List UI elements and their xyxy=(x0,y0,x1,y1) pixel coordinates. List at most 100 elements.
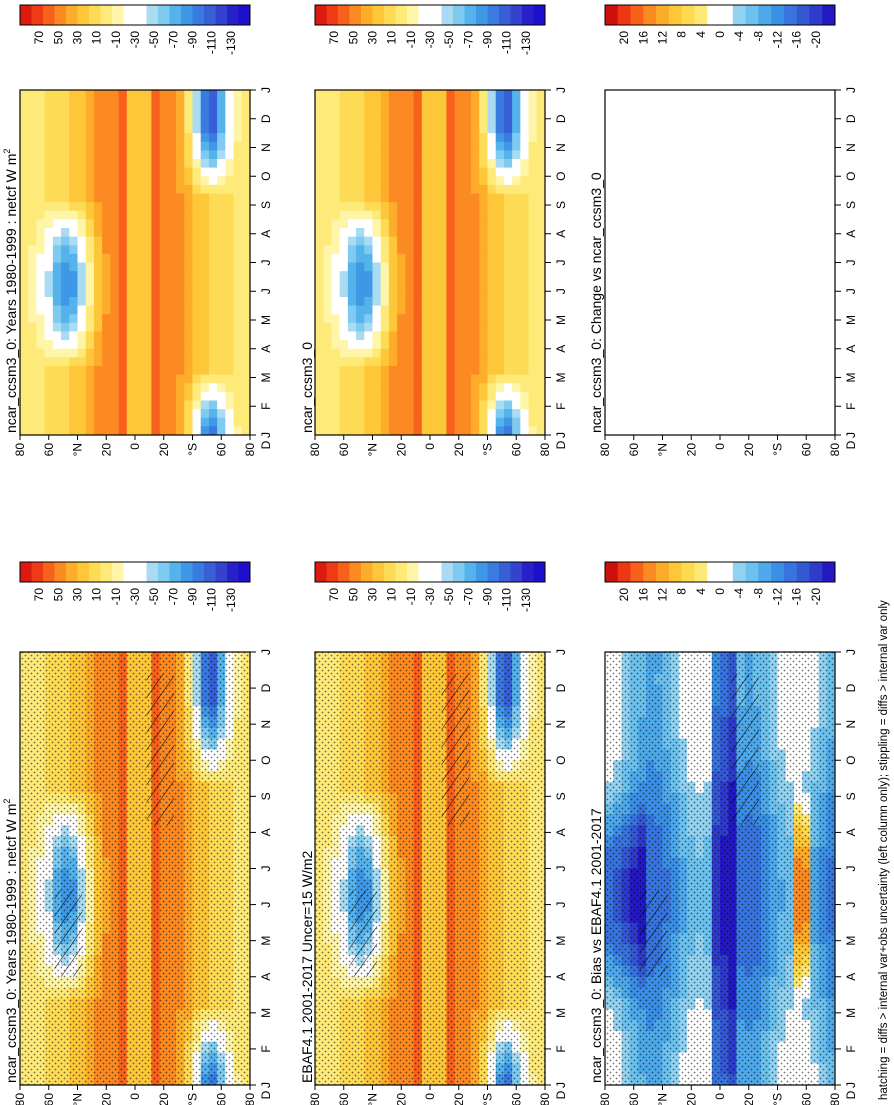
field-cell xyxy=(323,271,332,281)
field-cell xyxy=(413,271,423,281)
field-cell xyxy=(225,133,234,143)
field-cell xyxy=(454,288,464,298)
field-cell xyxy=(233,90,243,100)
colorbar-tick-label: 10 xyxy=(385,31,399,45)
field-cell xyxy=(192,305,202,315)
lat-tick-label: 60 xyxy=(42,443,56,457)
field-cell xyxy=(61,98,70,108)
field-cell xyxy=(397,184,406,194)
field-cell xyxy=(176,262,185,272)
field-cell xyxy=(495,297,505,307)
colorbar-tick-label: -4 xyxy=(732,588,746,599)
field-cell xyxy=(413,193,423,203)
field-cell xyxy=(192,167,202,177)
field-cell xyxy=(110,426,119,436)
field-cell xyxy=(380,383,390,393)
field-cell xyxy=(151,297,161,307)
field-cell xyxy=(512,150,521,160)
field-cell xyxy=(536,253,546,263)
field-cell xyxy=(176,340,185,350)
field-cell xyxy=(364,115,373,125)
field-cell xyxy=(110,331,119,341)
field-cell xyxy=(364,279,373,289)
field-cell xyxy=(36,322,46,332)
field-cell xyxy=(438,245,447,255)
field-cell xyxy=(110,400,119,410)
field-cell xyxy=(331,90,341,100)
field-cell xyxy=(93,115,103,125)
field-cell xyxy=(118,417,128,427)
field-cell xyxy=(135,133,144,143)
field-cell xyxy=(225,262,234,272)
field-cell xyxy=(151,271,161,281)
field-cell xyxy=(503,391,513,401)
field-cell xyxy=(69,253,78,263)
field-cell xyxy=(126,141,136,151)
hatching-overlay xyxy=(146,673,175,826)
field-cell xyxy=(487,271,497,281)
field-cell xyxy=(36,133,46,143)
field-cell xyxy=(217,348,226,358)
field-cell xyxy=(241,133,251,143)
field-cell xyxy=(151,90,161,100)
field-cell xyxy=(380,253,390,263)
field-cell xyxy=(372,176,382,186)
colorbar-tick-label: -130 xyxy=(519,588,533,612)
field-cell xyxy=(143,400,152,410)
field-cell xyxy=(151,228,161,238)
field-cell xyxy=(118,288,128,298)
field-cell xyxy=(347,340,357,350)
field-cell xyxy=(159,366,169,376)
month-tick-label: D xyxy=(259,683,273,692)
field-cell xyxy=(118,322,128,332)
field-cell xyxy=(454,426,464,436)
field-cell xyxy=(512,409,521,419)
field-cell xyxy=(397,107,406,117)
field-cell xyxy=(421,167,431,177)
field-cell xyxy=(184,141,193,151)
field-cell xyxy=(520,417,529,427)
field-cell xyxy=(159,107,169,117)
field-cell xyxy=(61,417,70,427)
field-cell xyxy=(462,409,472,419)
field-cell xyxy=(93,348,103,358)
field-cell xyxy=(61,288,70,298)
field-cell xyxy=(28,297,37,307)
field-cell xyxy=(93,314,103,324)
field-cell xyxy=(77,305,87,315)
field-cell xyxy=(69,409,78,419)
field-cell xyxy=(208,210,218,220)
field-cell xyxy=(454,340,464,350)
field-cell xyxy=(405,184,414,194)
field-cell xyxy=(151,210,161,220)
field-cell xyxy=(339,236,349,246)
field-cell xyxy=(479,150,488,160)
month-tick-label: J xyxy=(554,1082,568,1088)
field-cell xyxy=(323,366,332,376)
field-cell xyxy=(536,340,546,350)
field-cell xyxy=(77,271,87,281)
field-cell xyxy=(347,176,357,186)
field-cell xyxy=(184,374,193,384)
colorbar-cell xyxy=(43,562,55,582)
field-cell xyxy=(20,202,29,212)
colorbar-cell xyxy=(338,5,350,25)
field-cell xyxy=(356,176,365,186)
field-cell xyxy=(69,193,78,203)
field-cell xyxy=(143,228,152,238)
colorbar-tick-label: 50 xyxy=(346,588,360,602)
field-cell xyxy=(520,305,529,315)
field-cell xyxy=(528,219,538,229)
field-cell xyxy=(241,400,251,410)
field-cell xyxy=(110,184,119,194)
field-cell xyxy=(85,133,95,143)
field-cell xyxy=(536,391,546,401)
field-cell xyxy=(536,297,546,307)
field-cell xyxy=(118,297,128,307)
field-cell xyxy=(200,400,210,410)
field-cell xyxy=(208,193,218,203)
field-cell xyxy=(315,297,324,307)
field-cell xyxy=(184,417,193,427)
field-cell xyxy=(421,417,431,427)
field-cell xyxy=(495,366,505,376)
